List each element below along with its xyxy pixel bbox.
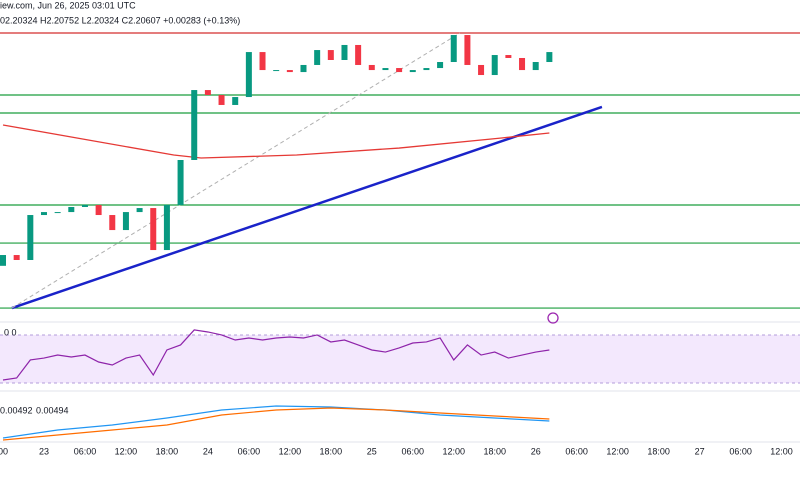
x-tick-label: 18:00 [483,446,506,456]
candle [368,64,375,71]
pane-label: 0 0 [4,327,17,337]
event-icon [547,312,559,324]
indicator-line [2,329,550,381]
ohlc-text: 02.20324 H2.20752 L2.20324 C2.20607 +0.0… [0,15,240,25]
x-tick-label: 24 [203,446,213,456]
candle [532,62,539,71]
candle [122,212,129,231]
candle [232,97,239,105]
candle [0,255,7,266]
candle [382,68,389,71]
legend-label: 0.00494 [36,405,69,415]
x-tick-label: 23 [39,446,49,456]
candle [81,204,88,207]
x-tick-label: 27 [695,446,705,456]
legend-label: 0.00492 [0,405,33,415]
candle [191,90,198,160]
x-tick-label: 00 [0,446,8,456]
source-text: iew.com, Jun 26, 2025 03:01 UTC [0,0,136,10]
trend-line [11,105,603,310]
candle [341,44,348,60]
candle [300,64,307,73]
candle [423,68,430,71]
candle [491,55,498,76]
x-tick-label: 06:00 [565,446,588,456]
x-tick-label: 18:00 [320,446,343,456]
candle [40,212,47,216]
candle [273,70,280,72]
candle [177,160,184,205]
trend-line [2,124,550,159]
candle [204,90,211,96]
x-tick-label: 12:00 [279,446,302,456]
x-tick-label: 06:00 [238,446,261,456]
candle [54,212,61,214]
candle [163,204,170,251]
x-tick-label: 25 [367,446,377,456]
candle [259,52,266,71]
candle [95,204,102,216]
indicator-line [2,405,550,439]
candle [546,52,553,63]
indicator-line [2,407,550,441]
candle [286,70,293,73]
x-tick-label: 06:00 [729,446,752,456]
candle [505,55,512,58]
x-tick-label: 12:00 [770,446,793,456]
candle [68,206,75,213]
candle [450,35,457,63]
x-tick-label: 06:00 [402,446,425,456]
x-tick-label: 12:00 [442,446,465,456]
candle [437,62,444,69]
candle [136,208,143,213]
candle [327,50,334,60]
candle [314,50,321,65]
rsi-band [0,334,800,384]
x-tick-label: 06:00 [74,446,97,456]
x-tick-label: 18:00 [156,446,179,456]
candle [409,70,416,73]
candle [150,208,157,251]
candle [478,64,485,76]
candle [27,215,34,260]
candle [355,44,362,65]
candle [109,215,116,231]
trend-line [11,32,461,309]
candle [13,255,20,260]
candle [519,57,526,71]
x-tick-label: 12:00 [115,446,138,456]
x-tick-label: 18:00 [647,446,670,456]
x-tick-label: 12:00 [606,446,629,456]
candle [245,52,252,98]
candle [396,68,403,73]
candle [464,35,471,65]
candle [218,95,225,105]
x-tick-label: 26 [531,446,541,456]
